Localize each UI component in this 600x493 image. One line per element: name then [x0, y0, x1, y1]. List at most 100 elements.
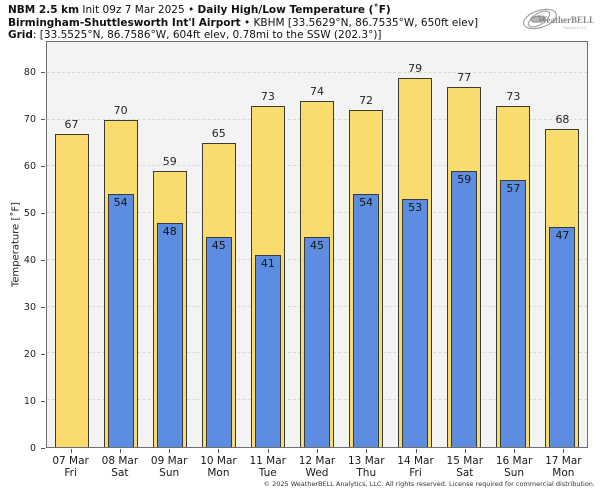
- grid-label: Grid: [8, 29, 33, 42]
- y-tick-label: 60: [23, 160, 36, 172]
- x-tick-mark: [218, 449, 220, 453]
- low-bar-with-label: 53: [402, 199, 429, 447]
- x-tick-label: 11 Mar Tue: [238, 455, 298, 479]
- x-tick-mark: [267, 449, 269, 453]
- x-tick-date: 15 Mar: [446, 455, 484, 467]
- x-tick-date: 09 Mar: [150, 455, 188, 467]
- x-tick-date: 13 Mar: [348, 455, 385, 467]
- bar-group: 65 45: [194, 42, 243, 447]
- x-tick-label: 09 Mar Sun: [139, 455, 199, 479]
- bar-group: 67: [47, 42, 96, 447]
- x-tick-day: Sat: [111, 467, 129, 479]
- x-tick-label: 17 Mar Mon: [533, 455, 593, 479]
- y-tick-mark: [41, 447, 45, 449]
- y-tick-label: 70: [23, 113, 36, 125]
- high-value-label: 65: [211, 127, 226, 141]
- y-tick-mark: [41, 259, 45, 261]
- plot-area: 67 70 54 59 48 65 45 73 41 74 45 72 54 79 53 77 59 73 57 68…: [46, 41, 588, 448]
- x-tick-mark: [514, 449, 516, 453]
- x-tick-label: 10 Mar Mon: [188, 455, 248, 479]
- y-tick-label: 30: [23, 301, 36, 313]
- x-axis: 07 Mar Fri 08 Mar Sat 09 Mar Sun 10 Mar Mon 11 M…: [46, 448, 588, 480]
- low-bar-with-label: 48: [156, 222, 183, 447]
- y-tick-label: 40: [23, 254, 36, 266]
- weatherbell-logo: WeatherBELL Analytics LLC: [523, 8, 594, 30]
- logo-swirl-icon: [523, 8, 557, 30]
- x-tick-mark: [366, 449, 368, 453]
- x-tick-label: 12 Mar Wed: [287, 455, 347, 479]
- y-tick-mark: [41, 165, 45, 167]
- x-tick-date: 17 Mar: [545, 455, 582, 467]
- header-line-3: Grid: [33.5525°N, 86.7586°W, 604ft elev,…: [8, 29, 478, 42]
- x-tick-date: 16 Mar: [495, 455, 533, 467]
- low-bar-with-label: 45: [205, 236, 232, 447]
- x-tick-mark: [119, 449, 121, 453]
- y-tick-mark: [41, 118, 45, 120]
- low-bar-with-label: 59: [451, 171, 478, 447]
- y-tick-mark: [41, 353, 45, 355]
- station-coords: • KBHM [33.5629°N, 86.7535°W, 650ft elev…: [240, 16, 479, 29]
- copyright-text: © 2025 WeatherBELL Analytics, LLC. All r…: [263, 480, 595, 488]
- init-time: Init 09z 7 Mar 2025 •: [79, 4, 198, 16]
- high-value-label: 77: [457, 70, 472, 84]
- x-tick-date: 10 Mar: [200, 455, 237, 467]
- x-tick-date: 07 Mar: [52, 455, 89, 467]
- bar-group: 73 57: [489, 42, 538, 447]
- y-tick-label: 10: [23, 395, 36, 407]
- x-tick-label: 14 Mar Fri: [386, 455, 446, 479]
- high-value-label: 74: [309, 84, 324, 98]
- y-tick-label: 50: [23, 207, 36, 219]
- y-tick-label: 20: [23, 348, 36, 360]
- bar-group: 77 59: [440, 42, 489, 447]
- x-tick-day: Sun: [159, 467, 180, 479]
- x-tick-date: 14 Mar: [397, 455, 434, 467]
- x-tick-mark: [70, 449, 72, 453]
- x-tick-date: 08 Mar: [101, 455, 139, 467]
- y-tick-mark: [41, 212, 45, 214]
- logo-text: WeatherBELL: [538, 15, 594, 25]
- high-value-label: 72: [359, 94, 374, 108]
- bar-group: 72 54: [342, 42, 391, 447]
- x-tick-day: Thu: [356, 467, 377, 479]
- low-bar-with-label: 54: [353, 194, 380, 447]
- bar-group: 70 54: [96, 42, 145, 447]
- low-bar-with-label: 54: [107, 194, 134, 447]
- x-tick-mark: [464, 449, 466, 453]
- header-line-1: NBM 2.5 km Init 09z 7 Mar 2025 • Daily H…: [8, 4, 478, 17]
- station-name: Birmingham-Shuttlesworth Int'l Airport: [8, 16, 241, 29]
- x-tick-label: 15 Mar Sat: [435, 455, 495, 479]
- header-line-2: Birmingham-Shuttlesworth Int'l Airport •…: [8, 17, 478, 30]
- bar-group: 68 47: [538, 42, 587, 447]
- x-tick-date: 12 Mar: [298, 455, 336, 467]
- x-tick-day: Mon: [552, 467, 575, 479]
- x-tick-mark: [415, 449, 417, 453]
- x-tick-day: Sat: [456, 467, 474, 479]
- high-value-label: 67: [64, 117, 79, 131]
- grid-coords: : [33.5525°N, 86.7586°W, 604ft elev, 0.7…: [32, 29, 382, 42]
- chart-header: NBM 2.5 km Init 09z 7 Mar 2025 • Daily H…: [8, 4, 478, 42]
- bar-group: 74 45: [292, 42, 341, 447]
- x-tick-day: Wed: [305, 467, 329, 479]
- model-name: NBM 2.5 km: [8, 4, 80, 16]
- high-value-label: 70: [113, 103, 128, 117]
- x-tick-label: 16 Mar Sun: [484, 455, 544, 479]
- y-tick-mark: [41, 71, 45, 73]
- logo-subtext: Analytics LLC: [563, 25, 587, 30]
- y-tick-mark: [41, 400, 45, 402]
- x-tick-label: 07 Mar Fri: [41, 455, 101, 479]
- x-tick-date: 11 Mar: [249, 455, 286, 467]
- x-tick-label: 08 Mar Sat: [90, 455, 150, 479]
- y-tick-label: 0: [29, 442, 36, 454]
- high-value-label: 73: [260, 89, 275, 103]
- x-tick-mark: [317, 449, 318, 453]
- low-bar-with-label: 57: [500, 180, 527, 447]
- x-tick-day: Fri: [409, 467, 422, 479]
- low-bar-with-label: 47: [549, 227, 576, 447]
- bar-group: 59 48: [145, 42, 194, 447]
- high-bar: [54, 133, 89, 447]
- x-tick-day: Tue: [258, 467, 277, 479]
- high-value-label: 79: [408, 61, 423, 75]
- y-tick-label: 80: [23, 66, 36, 78]
- y-axis: 0 10 20 30 40 50 60 70 80: [0, 41, 46, 454]
- x-tick-mark: [563, 449, 565, 453]
